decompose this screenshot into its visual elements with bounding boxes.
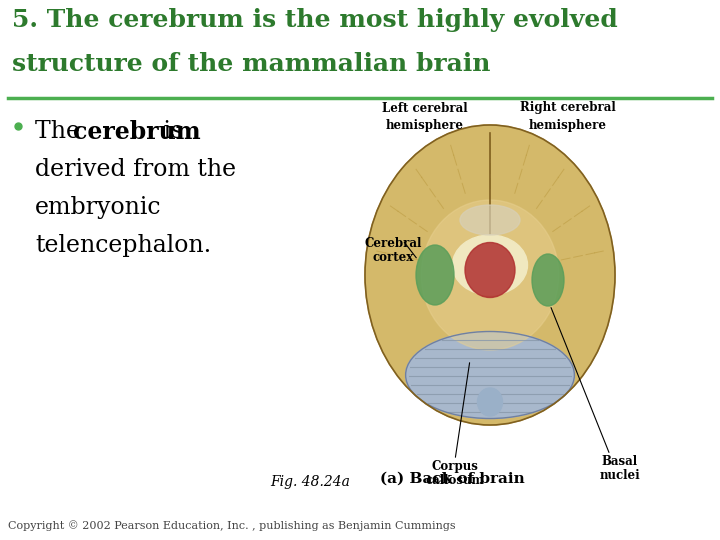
Text: telencephalon.: telencephalon. [35, 234, 211, 257]
Text: cortex: cortex [372, 251, 413, 264]
Ellipse shape [477, 388, 503, 416]
Text: (a) Back of brain: (a) Back of brain [380, 472, 525, 486]
Text: Right cerebral: Right cerebral [520, 102, 616, 114]
Text: Basal: Basal [602, 455, 638, 468]
Text: 5. The cerebrum is the most highly evolved: 5. The cerebrum is the most highly evolv… [12, 8, 618, 32]
Ellipse shape [365, 125, 615, 425]
Text: embryonic: embryonic [35, 196, 161, 219]
Text: callosum: callosum [426, 474, 485, 487]
Text: is: is [156, 120, 184, 143]
Text: Corpus: Corpus [431, 460, 478, 473]
Ellipse shape [421, 200, 559, 350]
Ellipse shape [405, 332, 575, 418]
Text: derived from the: derived from the [35, 158, 236, 181]
Text: structure of the mammalian brain: structure of the mammalian brain [12, 52, 490, 76]
Text: hemisphere: hemisphere [386, 119, 464, 132]
Ellipse shape [460, 205, 520, 235]
Text: nuclei: nuclei [600, 469, 640, 482]
Ellipse shape [532, 254, 564, 306]
Text: cerebrum: cerebrum [73, 120, 201, 144]
Text: Left cerebral: Left cerebral [382, 102, 468, 114]
Text: The: The [35, 120, 88, 143]
Text: Copyright © 2002 Pearson Education, Inc. , publishing as Benjamin Cummings: Copyright © 2002 Pearson Education, Inc.… [8, 520, 456, 531]
Ellipse shape [452, 235, 528, 295]
Ellipse shape [465, 242, 515, 298]
Text: Cerebral: Cerebral [364, 237, 422, 250]
Ellipse shape [416, 245, 454, 305]
Text: hemisphere: hemisphere [529, 119, 607, 132]
Text: Fig. 48.24a: Fig. 48.24a [270, 475, 350, 489]
